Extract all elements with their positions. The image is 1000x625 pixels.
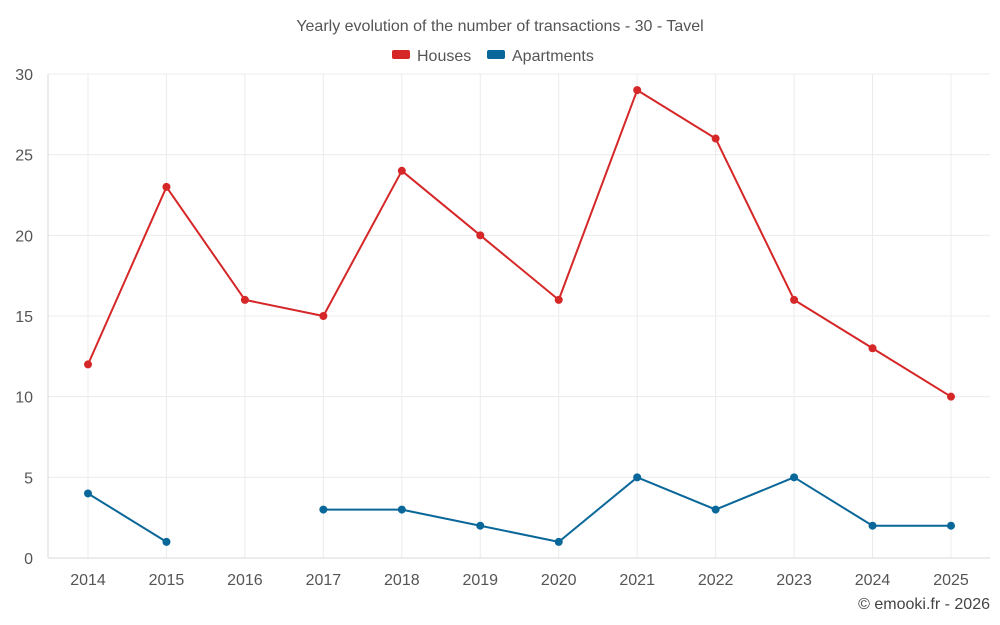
x-axis-ticks: 2014 2015 2016 2017 2018 2019 2020 2021 2022 2023… — [70, 572, 969, 589]
data-point-apartments — [868, 521, 877, 530]
x-tick-label: 2023 — [776, 572, 812, 589]
data-point-houses — [711, 134, 720, 143]
series-line-apartments — [87, 492, 167, 543]
legend-swatch-apartments — [487, 50, 505, 59]
series-line-houses — [87, 89, 952, 398]
x-tick-label: 2015 — [149, 572, 185, 589]
x-tick-label: 2021 — [619, 572, 655, 589]
x-tick-label: 2025 — [933, 572, 969, 589]
data-point-apartments — [711, 505, 720, 514]
y-tick-label: 0 — [24, 551, 33, 568]
data-point-houses — [397, 166, 406, 175]
y-tick-label: 5 — [24, 470, 33, 487]
y-axis-ticks: 0 5 10 15 20 25 30 — [15, 67, 33, 568]
chart-title: Yearly evolution of the number of transa… — [296, 18, 703, 35]
x-tick-label: 2016 — [227, 572, 263, 589]
data-point-apartments — [319, 505, 328, 514]
series — [84, 86, 955, 546]
data-point-houses — [319, 312, 328, 320]
data-point-houses — [554, 295, 563, 304]
y-tick-label: 10 — [15, 390, 33, 407]
data-point-apartments — [84, 489, 92, 498]
data-point-houses — [947, 392, 955, 401]
x-tick-label: 2014 — [70, 572, 106, 589]
data-point-houses — [84, 360, 92, 369]
y-tick-label: 20 — [15, 228, 33, 245]
data-point-houses — [162, 182, 171, 191]
y-tick-label: 25 — [15, 148, 33, 165]
legend-label-houses: Houses — [417, 48, 471, 65]
x-tick-label: 2022 — [698, 572, 734, 589]
x-tick-label: 2017 — [306, 572, 342, 589]
data-point-apartments — [476, 521, 485, 530]
legend-label-apartments: Apartments — [512, 48, 594, 65]
data-point-apartments — [633, 473, 642, 482]
x-tick-label: 2020 — [541, 572, 577, 589]
y-tick-label: 15 — [15, 309, 33, 326]
data-point-houses — [790, 295, 799, 304]
data-point-houses — [476, 231, 485, 240]
data-point-apartments — [162, 537, 171, 546]
y-tick-label: 30 — [15, 67, 33, 84]
data-point-houses — [240, 295, 249, 304]
grid — [47, 73, 990, 559]
x-tick-label: 2019 — [462, 572, 498, 589]
data-point-houses — [633, 86, 642, 95]
credit: © emooki.fr - 2026 — [858, 596, 990, 613]
data-point-houses — [868, 344, 877, 353]
legend: Houses Apartments — [392, 48, 594, 65]
data-point-apartments — [397, 505, 406, 514]
data-point-apartments — [947, 521, 955, 530]
legend-swatch-houses — [392, 50, 410, 59]
x-tick-label: 2018 — [384, 572, 420, 589]
data-point-apartments — [554, 537, 563, 546]
data-point-apartments — [790, 473, 799, 482]
x-tick-label: 2024 — [855, 572, 891, 589]
